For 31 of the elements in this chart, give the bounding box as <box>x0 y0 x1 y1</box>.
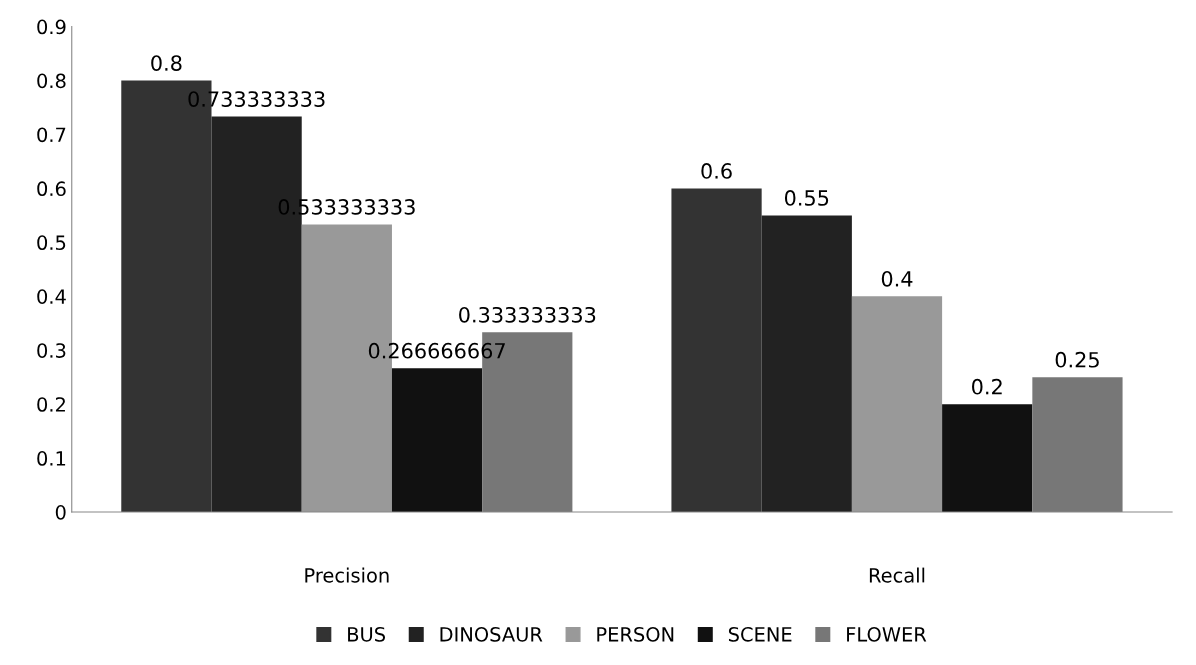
data-label: 0.2 <box>972 378 1002 395</box>
y-tick-label: 0.9 <box>37 19 66 35</box>
legend-label: PERSON <box>597 626 674 642</box>
y-tick-label: 0.2 <box>37 397 65 412</box>
data-label: 0.25 <box>1055 351 1099 368</box>
data-label: 0.4 <box>881 270 913 287</box>
x-tick-label: Recall <box>869 567 925 583</box>
legend-label: SCENE <box>728 626 792 642</box>
bar <box>391 368 483 513</box>
bar <box>851 296 943 513</box>
data-label: 0.55 <box>784 190 829 206</box>
data-label: 0.8 <box>151 55 182 71</box>
bar <box>671 188 762 513</box>
y-tick-label: 0.4 <box>37 289 66 304</box>
bar <box>1032 377 1123 513</box>
bar <box>942 404 1033 513</box>
y-tick-label: 0.1 <box>37 451 66 466</box>
x-tick-label: Precision <box>305 567 389 583</box>
y-tick-label: 0.6 <box>37 181 66 197</box>
bar <box>761 215 852 513</box>
legend-label: BUS <box>348 626 386 642</box>
y-tick-label: 0.5 <box>37 235 66 251</box>
legend-label: FLOWER <box>847 626 927 642</box>
data-label: 0.6 <box>701 163 732 179</box>
data-label: 0.333333333 <box>459 306 596 323</box>
data-label: 0.266666667 <box>368 342 505 359</box>
y-tick-label: 0 <box>55 505 66 520</box>
y-tick-label: 0.3 <box>37 343 66 358</box>
y-tick-label: 0.7 <box>37 127 66 143</box>
legend-label: DINOSAUR <box>440 626 543 642</box>
y-tick-label: 0.8 <box>37 73 66 89</box>
